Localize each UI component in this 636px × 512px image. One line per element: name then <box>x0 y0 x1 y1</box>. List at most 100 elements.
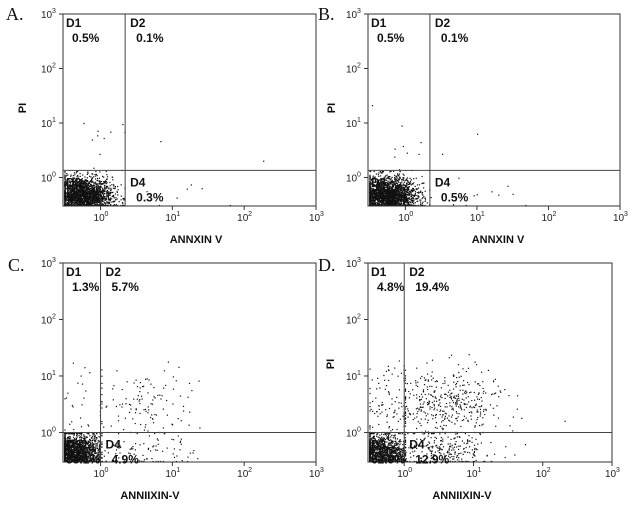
event-point <box>389 176 390 177</box>
event-point <box>408 187 409 188</box>
event-point <box>98 131 99 132</box>
y-tick-label: 10 <box>41 65 53 76</box>
event-point <box>382 171 383 172</box>
event-point <box>96 186 97 187</box>
event-point <box>82 180 83 181</box>
event-point <box>115 197 116 198</box>
x-tick-exponent: 1 <box>481 211 485 218</box>
event-point <box>391 178 392 179</box>
event-point <box>396 183 397 184</box>
y-tick-exponent: 1 <box>52 117 56 124</box>
event-point <box>396 176 397 177</box>
x-tick-exponent: 0 <box>105 211 109 218</box>
event-point <box>477 134 478 135</box>
event-point <box>394 175 395 176</box>
event-point <box>111 192 112 193</box>
event-point <box>102 176 103 177</box>
event-point <box>100 203 101 204</box>
x-tick-label: 10 <box>309 213 321 224</box>
event-point <box>393 171 394 172</box>
quadrant-percent-d2: 0.1% <box>441 31 469 45</box>
event-point <box>401 182 402 183</box>
event-point <box>407 199 408 200</box>
event-point <box>110 200 111 201</box>
event-point <box>97 180 98 181</box>
event-point <box>82 174 83 175</box>
event-point <box>66 173 67 174</box>
event-point <box>92 188 93 189</box>
event-point <box>101 186 102 187</box>
event-point <box>104 193 105 194</box>
event-point <box>87 173 88 174</box>
event-point <box>405 180 406 181</box>
event-point <box>90 176 91 177</box>
event-point <box>119 201 120 202</box>
x-tick-label: 10 <box>470 213 482 224</box>
event-point <box>422 203 423 204</box>
quadrant-id-d3: D3 <box>371 175 387 189</box>
event-point <box>103 197 104 198</box>
event-point <box>422 198 423 199</box>
event-point <box>109 199 110 200</box>
event-point <box>92 440 93 441</box>
event-point <box>417 201 418 202</box>
event-point <box>416 178 417 179</box>
y-tick-label: 10 <box>346 10 358 21</box>
event-point <box>414 194 415 195</box>
event-point <box>108 188 109 189</box>
event-point <box>442 154 443 155</box>
event-point <box>513 194 514 195</box>
quadrant-id-d3: D3 <box>66 175 82 189</box>
event-point <box>108 191 109 192</box>
event-point <box>104 187 105 188</box>
event-point <box>403 175 404 176</box>
event-point <box>406 186 407 187</box>
quadrant-percent-d1: 0.5% <box>377 31 405 45</box>
event-point <box>104 182 105 183</box>
event-point <box>422 195 423 196</box>
event-point <box>407 194 408 195</box>
event-point <box>409 201 410 202</box>
event-point <box>93 168 94 169</box>
event-point <box>405 202 406 203</box>
event-point <box>86 188 87 189</box>
event-point <box>110 188 111 189</box>
event-point <box>387 185 388 186</box>
x-tick-exponent: 3 <box>320 211 324 218</box>
event-point <box>83 181 84 182</box>
y-tick-exponent: 1 <box>357 117 361 124</box>
event-point <box>408 189 409 190</box>
event-point <box>498 195 499 196</box>
event-point <box>84 177 85 178</box>
event-point <box>406 184 407 185</box>
event-point <box>387 186 388 187</box>
event-point <box>395 181 396 182</box>
event-point <box>116 204 117 205</box>
event-point <box>412 202 413 203</box>
event-point <box>85 204 86 205</box>
event-point <box>85 184 86 185</box>
y-tick-exponent: 2 <box>52 63 56 70</box>
event-point <box>112 177 113 178</box>
event-point <box>392 184 393 185</box>
event-point <box>87 180 88 181</box>
event-point <box>103 195 104 196</box>
event-point <box>191 184 192 185</box>
x-tick-exponent: 1 <box>176 211 180 218</box>
event-point <box>95 178 96 179</box>
event-point <box>507 186 508 187</box>
event-point <box>408 198 409 199</box>
event-point <box>94 187 95 188</box>
event-point <box>102 192 103 193</box>
event-point <box>425 201 426 202</box>
quadrant-percent-d1: 0.5% <box>72 31 100 45</box>
y-axis-label: PI <box>326 103 338 113</box>
event-point <box>399 174 400 175</box>
event-point <box>396 185 397 186</box>
event-point <box>108 195 109 196</box>
scatter-points <box>64 362 200 463</box>
event-point <box>109 182 110 183</box>
quadrant-percent-d2: 0.1% <box>136 31 164 45</box>
event-point <box>104 188 105 189</box>
x-tick-exponent: 2 <box>552 211 556 218</box>
